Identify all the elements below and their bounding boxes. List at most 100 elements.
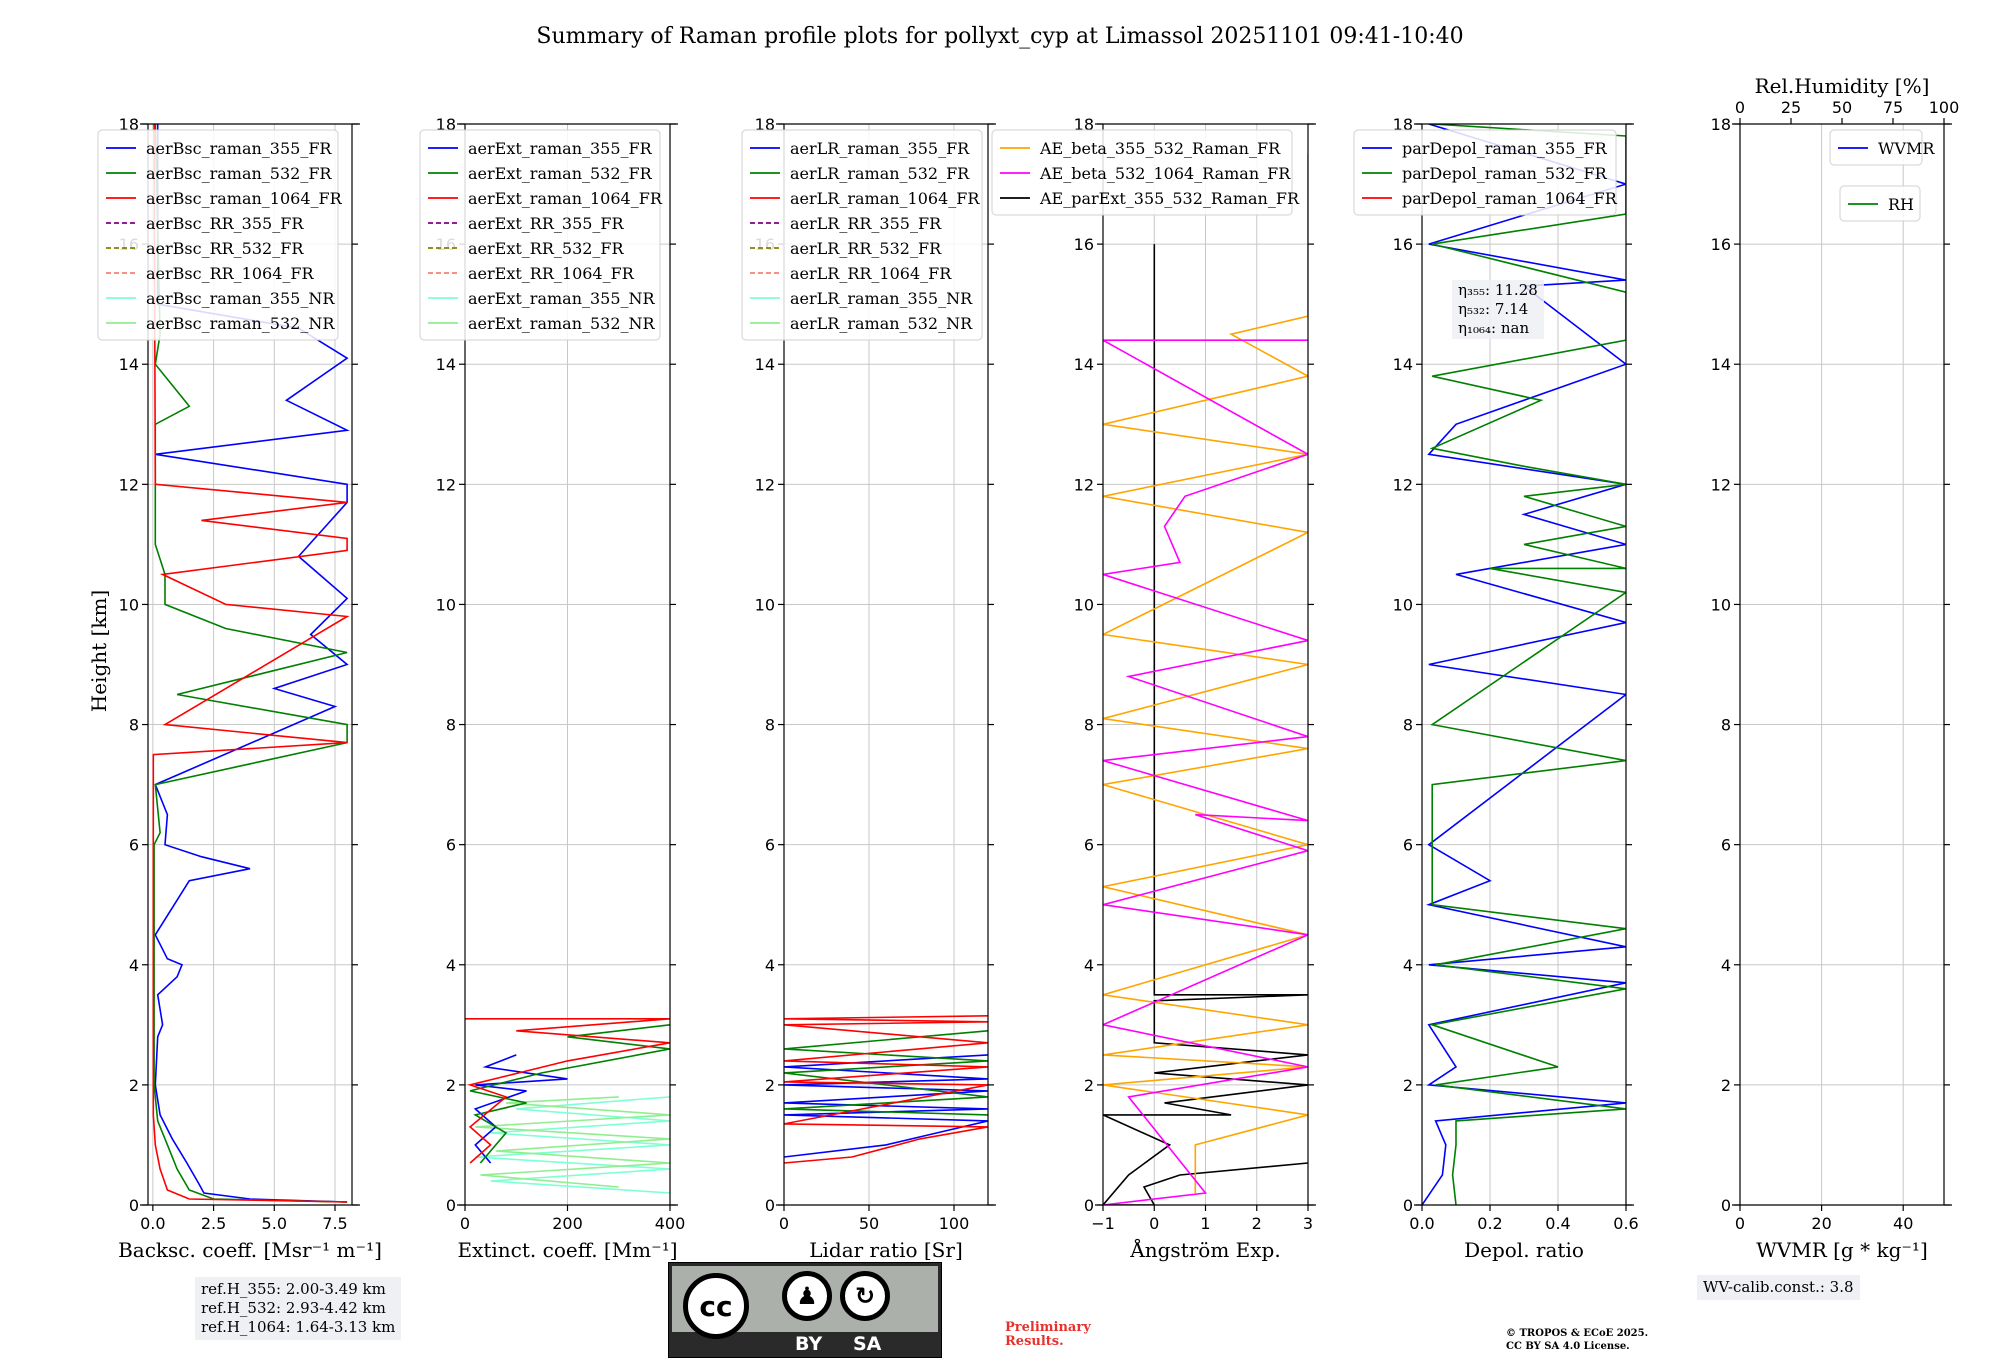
legend-label: aerExt_RR_532_FR [468,239,625,258]
series-line-parDepol_raman_355_FR [1422,124,1626,1205]
legend-label: aerExt_raman_532_NR [468,314,656,333]
y-tick-label: 8 [446,716,456,735]
top-x-tick-label: 75 [1883,98,1903,117]
ref-height-532: ref.H_532: 2.93-4.42 km [201,1299,386,1317]
ref-height-1064: ref.H_1064: 1.64-3.13 km [201,1318,396,1336]
ref-height-355: ref.H_355: 2.00-3.49 km [201,1280,386,1298]
x-tick-label: 2 [1252,1214,1262,1233]
y-tick-label: 0 [1084,1196,1094,1215]
x-tick-label: 0.0 [140,1214,165,1233]
x-axis-label: Backsc. coeff. [Msr⁻¹ m⁻¹] [118,1238,382,1262]
wv-calib-text: WV-calib.const.: 3.8 [1703,1278,1854,1296]
copyright-line-2: CC BY SA 4.0 License. [1506,1341,1630,1352]
y-tick-label: 12 [1393,475,1413,494]
y-tick-label: 4 [1403,956,1413,975]
preliminary-line-1: Preliminary [1005,1320,1091,1335]
legend-frame [741,129,983,341]
legend: aerBsc_raman_355_FR aerBsc_raman_532_FRae… [97,129,343,341]
legend: AE_beta_355_532_Raman_FR AE_beta_532_1064… [991,129,1300,216]
legend-label: aerBsc_RR_1064_FR [146,264,315,283]
eta-532: η₅₃₂: 7.14 [1458,300,1529,318]
y-tick-label: 8 [129,716,139,735]
legend: aerExt_raman_355_FR aerExt_raman_532_FRae… [419,129,663,341]
y-tick-label: 16 [1711,235,1731,254]
x-tick-label: 100 [939,1214,970,1233]
y-tick-label: 10 [436,595,456,614]
legend-label: aerBsc_raman_355_FR [146,139,332,158]
y-tick-label: 18 [1074,115,1094,134]
sa-label: SA [853,1333,882,1355]
x-tick-label: 400 [655,1214,686,1233]
x-tick-label: 0 [460,1214,470,1233]
sa-share-icon: ↻ [840,1271,890,1321]
y-tick-label: 8 [1721,716,1731,735]
legend-label: aerExt_RR_1064_FR [468,264,635,283]
y-tick-label: 2 [1084,1076,1094,1095]
panel-depol: 0 2 4 6 8 10 12 14 16 18 0.0 0.2 0.4 0.6 Depol. ratio p… [1353,115,1639,1262]
x-tick-label: 0 [1149,1214,1159,1233]
legend-label: aerLR_raman_532_NR [790,314,973,333]
series-line-aerBsc_raman_532_FR [153,124,348,1203]
y-tick-label: 2 [1721,1076,1731,1095]
y-tick-label: 4 [1084,956,1094,975]
legend-frame [419,129,661,341]
legend-label: parDepol_raman_532_FR [1402,164,1608,183]
legend-label: aerExt_RR_355_FR [468,214,625,233]
y-tick-label: 10 [1393,595,1413,614]
top-x-axis-label: Rel.Humidity [%] [1755,74,1930,98]
series-line-aerBsc_raman_355_FR [154,124,350,1203]
x-tick-label: 0 [779,1214,789,1233]
x-tick-label: 1 [1200,1214,1210,1233]
x-tick-label: 40 [1893,1214,1913,1233]
y-tick-label: 6 [1084,836,1094,855]
y-tick-label: 6 [1721,836,1731,855]
x-tick-label: −1 [1091,1214,1115,1233]
top-x-tick-label: 25 [1781,98,1801,117]
y-tick-label: 2 [446,1076,456,1095]
series-line-aerLR_raman_1064_FR [784,1015,988,1164]
y-tick-label: 18 [1393,115,1413,134]
legend-label: aerLR_raman_355_FR [790,139,970,158]
preliminary-line-2: Results. [1005,1334,1064,1349]
x-tick-label: 50 [859,1214,879,1233]
legend: aerLR_raman_355_FR aerLR_raman_532_FR aerL… [741,129,983,341]
x-tick-label: 2.5 [201,1214,226,1233]
y-tick-label: 16 [1074,235,1094,254]
legend-label: WVMR [1878,139,1935,158]
y-tick-label: 8 [1403,716,1413,735]
eta-1064: η₁₀₆₄: nan [1458,319,1530,337]
by-person-icon: ♟ [782,1271,832,1321]
x-axis-label: WVMR [g * kg⁻¹] [1756,1238,1928,1262]
y-tick-label: 12 [1074,475,1094,494]
legend-label: aerBsc_RR_355_FR [146,214,304,233]
legend-label: aerLR_RR_1064_FR [790,264,952,283]
y-tick-label: 2 [129,1076,139,1095]
series-line-AE_parExt_355_532_Raman_FR [1103,244,1308,1205]
x-axis-label: Ångström Exp. [1129,1237,1280,1262]
y-tick-label: 14 [1074,355,1094,374]
legend-label: AE_beta_532_1064_Raman_FR [1039,164,1291,183]
legend-label: aerLR_raman_532_FR [790,164,970,183]
legend-label: aerExt_raman_532_FR [468,164,653,183]
legend-label: aerLR_raman_355_NR [790,289,973,308]
cc-license-badge: cc ♟ ↻ BY SA [668,1262,942,1358]
legend-label: aerLR_RR_355_FR [790,214,942,233]
legend-label: AE_beta_355_532_Raman_FR [1039,139,1281,158]
series-line-aerExt_raman_532_FR [469,1024,670,1164]
cc-icon: cc [683,1273,749,1339]
y-tick-label: 18 [755,115,775,134]
series-line-aerLR_raman_355_FR [784,1054,988,1158]
legend-label: aerExt_raman_355_NR [468,289,656,308]
x-tick-label: 0.6 [1613,1214,1638,1233]
series-line-aerBsc_raman_1064_FR [152,124,350,1203]
y-tick-label: 14 [436,355,456,374]
legend-label: aerLR_raman_1064_FR [790,189,980,208]
y-tick-label: 0 [1403,1196,1413,1215]
y-tick-label: 12 [119,475,139,494]
y-tick-label: 4 [765,956,775,975]
top-x-tick-label: 50 [1832,98,1852,117]
y-tick-label: 0 [1721,1196,1731,1215]
series-line-aerExt_raman_355_NR [475,1096,670,1194]
